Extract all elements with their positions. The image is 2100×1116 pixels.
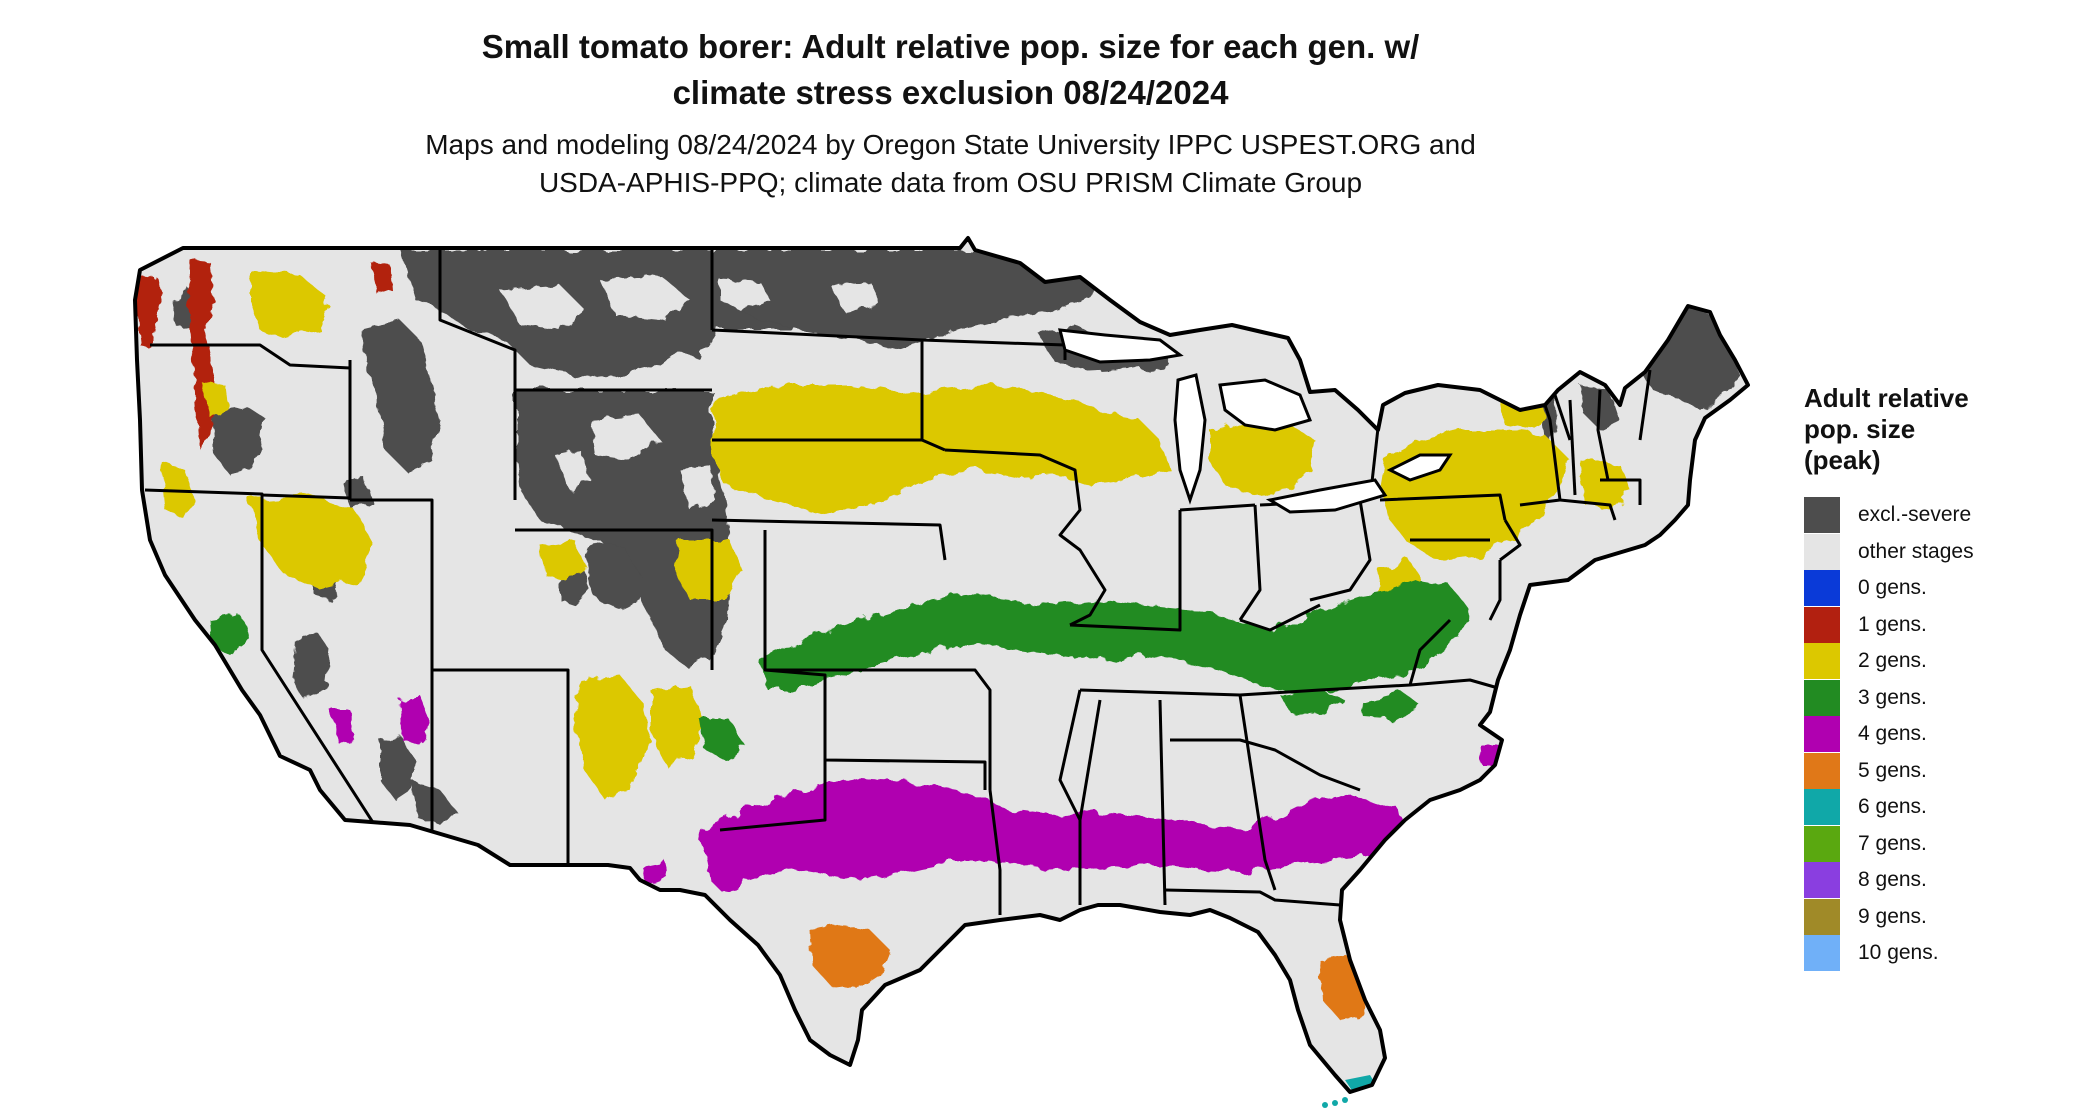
zone-other-stages-holes — [460, 275, 880, 510]
map-title: Small tomato borer: Adult relative pop. … — [0, 24, 1901, 116]
legend-item: 2 gens. — [1804, 643, 2064, 680]
legend-item: 9 gens. — [1804, 898, 2064, 936]
legend-swatch — [1804, 898, 1840, 935]
legend-swatch — [1804, 533, 1840, 570]
legend-item: 8 gens. — [1804, 862, 2064, 899]
legend-item: 3 gens. — [1804, 679, 2064, 717]
legend-label: 4 gens. — [1858, 722, 1927, 746]
legend-label: 8 gens. — [1858, 868, 1927, 892]
legend-swatch — [1804, 789, 1840, 826]
legend-item: 0 gens. — [1804, 570, 2064, 607]
legend-item: other stages — [1804, 533, 2064, 571]
state-borders — [144, 248, 1652, 915]
map-title-line-1: Small tomato borer: Adult relative pop. … — [481, 28, 1420, 65]
map-title-line-2: climate stress exclusion 08/24/2024 — [672, 74, 1229, 111]
legend-swatch — [1804, 935, 1840, 972]
legend-swatch — [1804, 643, 1840, 680]
legend-label: 10 gens. — [1858, 941, 1939, 965]
us-outline — [133, 236, 1750, 1094]
great-lakes — [1058, 328, 1453, 514]
legend-item: 10 gens. — [1804, 935, 2064, 972]
map-subtitle-line-1: Maps and modeling 08/24/2024 by Oregon S… — [425, 129, 1476, 160]
legend-swatch — [1804, 679, 1840, 716]
legend-swatch — [1804, 825, 1840, 862]
legend-label: 3 gens. — [1858, 685, 1927, 709]
legend-item: 4 gens. — [1804, 716, 2064, 753]
legend-item: 1 gens. — [1804, 606, 2064, 644]
legend-item: 5 gens. — [1804, 752, 2064, 790]
legend-label: 6 gens. — [1858, 795, 1927, 819]
legend-items: excl.-severe other stages 0 gens. 1 gens. 2 … — [1804, 497, 2064, 972]
map-subtitle-line-2: USDA-APHIS-PPQ; climate data from OSU PR… — [538, 167, 1363, 198]
legend-label: 9 gens. — [1858, 904, 1927, 928]
legend-swatch — [1804, 497, 1840, 534]
zone-3-gens — [210, 580, 1470, 760]
legend-label: other stages — [1858, 539, 1974, 563]
legend-title-line-2: pop. size — [1804, 414, 1916, 444]
legend-label: 0 gens. — [1858, 576, 1927, 600]
legend-item: 6 gens. — [1804, 789, 2064, 826]
legend-swatch — [1804, 752, 1840, 789]
legend-swatch — [1804, 716, 1840, 753]
legend-label: 2 gens. — [1858, 649, 1927, 673]
legend-label: 1 gens. — [1858, 612, 1927, 636]
legend-swatch — [1804, 606, 1840, 643]
legend-swatch — [1804, 570, 1840, 607]
legend-label: 7 gens. — [1858, 831, 1927, 855]
legend-label: excl.-severe — [1858, 503, 1972, 527]
zone-5-gens — [810, 925, 1375, 1020]
legend-title-line-1: Adult relative — [1804, 383, 1969, 413]
map-legend: Adult relative pop. size (peak) excl.-se… — [1804, 383, 2064, 972]
legend-swatch — [1804, 862, 1840, 899]
legend-item: excl.-severe — [1804, 497, 2064, 534]
legend-title-line-3: (peak) — [1804, 445, 1881, 475]
legend-label: 5 gens. — [1858, 758, 1927, 782]
legend-title: Adult relative pop. size (peak) — [1804, 383, 2064, 476]
map-subtitle: Maps and modeling 08/24/2024 by Oregon S… — [0, 126, 1901, 202]
zone-4-gens — [330, 695, 1500, 895]
legend-item: 7 gens. — [1804, 825, 2064, 863]
florida-keys — [1322, 1097, 1348, 1108]
